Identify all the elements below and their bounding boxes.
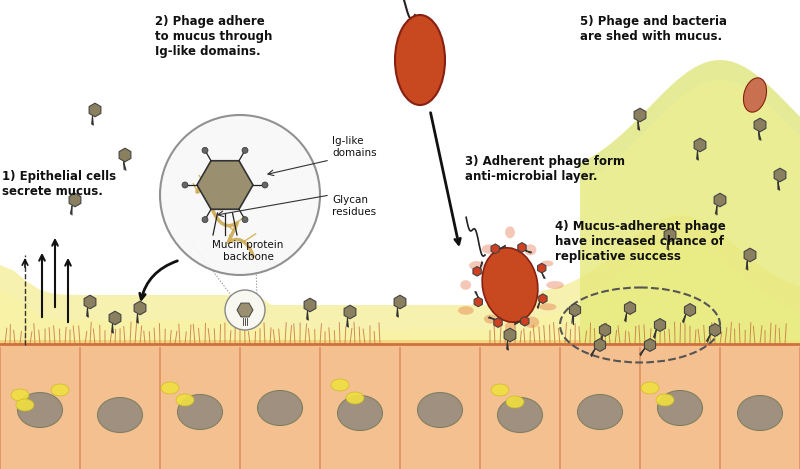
Ellipse shape — [539, 303, 557, 310]
Ellipse shape — [51, 384, 69, 396]
Polygon shape — [109, 311, 121, 325]
Polygon shape — [654, 318, 666, 332]
Text: 3) Adherent phage form
anti-microbial layer.: 3) Adherent phage form anti-microbial la… — [465, 155, 625, 183]
Polygon shape — [0, 215, 800, 345]
Polygon shape — [504, 328, 516, 342]
Polygon shape — [237, 303, 253, 317]
Polygon shape — [570, 303, 581, 317]
Text: 4) Mucus-adherent phage
have increased chance of
replicative success: 4) Mucus-adherent phage have increased c… — [555, 220, 726, 263]
Ellipse shape — [484, 315, 497, 324]
Polygon shape — [134, 301, 146, 315]
Polygon shape — [394, 295, 406, 309]
Ellipse shape — [331, 379, 349, 391]
Ellipse shape — [458, 306, 474, 315]
Ellipse shape — [491, 384, 509, 396]
Ellipse shape — [98, 398, 142, 432]
Polygon shape — [625, 302, 635, 314]
Polygon shape — [774, 168, 786, 182]
Polygon shape — [197, 161, 253, 209]
Polygon shape — [599, 324, 610, 336]
Polygon shape — [634, 108, 646, 122]
Circle shape — [160, 115, 320, 275]
Text: Mucin protein
backbone: Mucin protein backbone — [212, 240, 284, 262]
Text: Ig-like
domains: Ig-like domains — [332, 136, 377, 158]
Ellipse shape — [161, 382, 179, 394]
Ellipse shape — [498, 398, 542, 432]
Ellipse shape — [338, 395, 382, 431]
Polygon shape — [538, 294, 547, 303]
Polygon shape — [594, 339, 606, 351]
Polygon shape — [0, 240, 800, 340]
Ellipse shape — [505, 322, 515, 332]
Ellipse shape — [18, 393, 62, 428]
Ellipse shape — [658, 391, 702, 425]
Ellipse shape — [524, 244, 537, 256]
Polygon shape — [119, 148, 131, 162]
Ellipse shape — [524, 317, 539, 328]
Polygon shape — [89, 103, 101, 117]
Ellipse shape — [178, 394, 222, 430]
Ellipse shape — [578, 394, 622, 430]
Polygon shape — [491, 244, 499, 254]
Text: Glycan
residues: Glycan residues — [332, 195, 376, 217]
Ellipse shape — [469, 261, 484, 270]
Polygon shape — [685, 303, 695, 317]
Polygon shape — [694, 138, 706, 152]
Circle shape — [202, 217, 208, 223]
Polygon shape — [580, 60, 800, 345]
Ellipse shape — [258, 391, 302, 425]
Circle shape — [182, 182, 188, 188]
Polygon shape — [344, 305, 356, 319]
Polygon shape — [84, 295, 96, 309]
Ellipse shape — [505, 227, 515, 238]
Ellipse shape — [482, 248, 538, 322]
Ellipse shape — [176, 394, 194, 406]
Ellipse shape — [395, 15, 445, 105]
Polygon shape — [754, 118, 766, 132]
Ellipse shape — [16, 399, 34, 411]
Ellipse shape — [346, 392, 364, 404]
Circle shape — [262, 182, 268, 188]
Text: 1) Epithelial cells
secrete mucus.: 1) Epithelial cells secrete mucus. — [2, 170, 116, 198]
Polygon shape — [304, 298, 316, 312]
Ellipse shape — [482, 244, 497, 254]
Polygon shape — [744, 248, 756, 262]
Ellipse shape — [656, 394, 674, 406]
Ellipse shape — [506, 396, 524, 408]
Polygon shape — [580, 80, 800, 345]
Ellipse shape — [418, 393, 462, 428]
Polygon shape — [714, 193, 726, 207]
Text: 2) Phage adhere
to mucus through
Ig-like domains.: 2) Phage adhere to mucus through Ig-like… — [155, 15, 272, 58]
Circle shape — [242, 147, 248, 153]
Polygon shape — [538, 263, 546, 273]
Polygon shape — [664, 228, 676, 242]
Polygon shape — [645, 339, 655, 351]
Polygon shape — [494, 318, 502, 327]
Text: 5) Phage and bacteria
are shed with mucus.: 5) Phage and bacteria are shed with mucu… — [580, 15, 727, 43]
Bar — [0, 340, 800, 469]
Polygon shape — [521, 317, 529, 326]
Ellipse shape — [11, 389, 29, 401]
Polygon shape — [69, 193, 81, 207]
Circle shape — [225, 290, 265, 330]
Ellipse shape — [738, 395, 782, 431]
Ellipse shape — [542, 260, 554, 266]
Circle shape — [202, 147, 208, 153]
Ellipse shape — [460, 280, 471, 290]
Polygon shape — [710, 324, 721, 336]
Polygon shape — [473, 266, 482, 276]
Polygon shape — [474, 297, 482, 307]
Polygon shape — [518, 242, 526, 252]
Ellipse shape — [546, 281, 564, 289]
Ellipse shape — [641, 382, 659, 394]
Ellipse shape — [743, 78, 766, 112]
Circle shape — [242, 217, 248, 223]
